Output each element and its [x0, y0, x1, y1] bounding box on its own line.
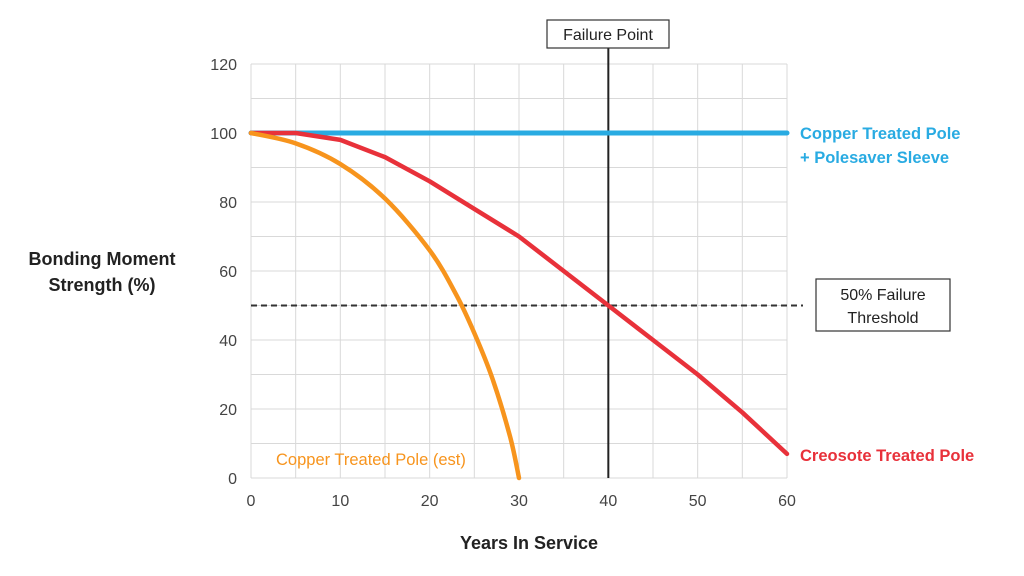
y-tick-label: 80	[219, 195, 237, 212]
x-tick-label: 60	[778, 493, 796, 510]
y-tick-label: 60	[219, 264, 237, 281]
tick-labels: 0 10 20 30 40 50 60 0 20 40 60 80 100 120	[210, 57, 796, 510]
failure-point-label: Failure Point	[563, 27, 653, 44]
y-tick-label: 120	[210, 57, 237, 74]
x-axis-title: Years In Service	[460, 533, 598, 553]
reference-lines	[251, 48, 803, 478]
y-tick-label: 0	[228, 471, 237, 488]
threshold-label-box	[815, 278, 951, 332]
x-tick-label: 30	[510, 493, 528, 510]
y-tick-label: 100	[210, 126, 237, 143]
creosote-series-label: Creosote Treated Pole	[800, 447, 974, 465]
y-tick-label: 40	[219, 333, 237, 350]
x-tick-label: 0	[247, 493, 256, 510]
x-tick-label: 50	[689, 493, 707, 510]
polesaver-series-label-line-2: + Polesaver Sleeve	[800, 149, 949, 167]
y-tick-label: 20	[219, 402, 237, 419]
x-tick-label: 20	[421, 493, 439, 510]
polesaver-series-label-line-1: Copper Treated Pole	[800, 125, 960, 143]
x-tick-label: 40	[599, 493, 617, 510]
x-tick-label: 10	[331, 493, 349, 510]
y-axis-title-line-1: Bonding Moment	[29, 249, 176, 269]
series-line-creosote-treated-pole	[248, 130, 790, 457]
threshold-label-line-1: 50% Failure	[840, 287, 925, 304]
copper-est-series-label: Copper Treated Pole (est)	[276, 451, 466, 469]
series-line-copper-treated-pole-est	[248, 130, 522, 481]
grid	[250, 63, 788, 479]
threshold-label-line-2: Threshold	[847, 310, 918, 327]
y-axis-title-line-2: Strength (%)	[49, 275, 156, 295]
failure-point-label-box	[546, 19, 670, 49]
series-lines	[248, 130, 790, 481]
